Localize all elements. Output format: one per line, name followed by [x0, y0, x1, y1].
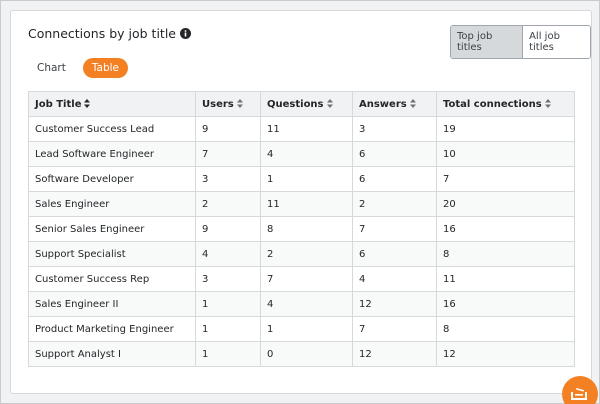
table-cell: 4	[195, 241, 261, 267]
table-cell: 9	[195, 216, 261, 242]
table-cell: Product Marketing Engineer	[28, 316, 196, 342]
table-row: Sales Engineer 2 11 2 20	[28, 191, 575, 217]
sort-icon	[326, 99, 333, 108]
table-row: Senior Sales Engineer 9 8 7 16	[28, 216, 575, 242]
table-cell: 1	[260, 166, 353, 192]
sort-icon	[409, 99, 416, 108]
table-cell: 4	[352, 266, 437, 292]
table-cell: 10	[436, 141, 575, 167]
table-cell: 4	[260, 141, 353, 167]
column-header[interactable]: Answers	[352, 91, 437, 117]
table-cell: Sales Engineer II	[28, 291, 196, 317]
table-cell: 7	[195, 141, 261, 167]
sort-icon	[236, 99, 243, 108]
table-cell: 16	[436, 216, 575, 242]
table-cell: Software Developer	[28, 166, 196, 192]
table-row: Customer Success Rep 3 7 4 11	[28, 266, 575, 292]
toggle-group: Top job titles All job titles	[450, 25, 591, 59]
table-cell: 1	[195, 291, 261, 317]
table-cell: 4	[260, 291, 353, 317]
table-cell: 11	[260, 116, 353, 142]
table-row: Software Developer 3 1 6 7	[28, 166, 575, 192]
table-cell: 3	[352, 116, 437, 142]
column-header[interactable]: Job Title	[28, 91, 196, 117]
table-cell: Support Specialist	[28, 241, 196, 267]
tab[interactable]: Chart	[37, 62, 66, 74]
table-cell: 2	[352, 191, 437, 217]
column-label: Users	[202, 98, 234, 110]
table-cell: 7	[260, 266, 353, 292]
table-cell: 8	[260, 216, 353, 242]
table-row: Customer Success Lead 9 11 3 19	[28, 116, 575, 142]
column-header[interactable]: Total connections	[436, 91, 575, 117]
title-row: Connections by job title	[28, 26, 191, 41]
card: Connections by job title Top job titles …	[10, 10, 592, 394]
table-cell: Senior Sales Engineer	[28, 216, 196, 242]
table-cell: Customer Success Lead	[28, 116, 196, 142]
table-cell: 1	[260, 316, 353, 342]
toggle-button[interactable]: Top job titles	[451, 26, 524, 58]
table-row: Support Analyst I 1 0 12 12	[28, 341, 575, 367]
info-icon[interactable]	[180, 28, 191, 39]
table-cell: 1	[195, 341, 261, 367]
table-cell: 2	[195, 191, 261, 217]
table-row: Support Specialist 4 2 6 8	[28, 241, 575, 267]
table-cell: 20	[436, 191, 575, 217]
table-row: Product Marketing Engineer 1 1 7 8	[28, 316, 575, 342]
column-header[interactable]: Questions	[260, 91, 353, 117]
table-cell: 9	[195, 116, 261, 142]
table-row: Sales Engineer II 1 4 12 16	[28, 291, 575, 317]
column-label: Total connections	[443, 98, 542, 110]
table-head: Job Title Users Questions Answers Total conn…	[28, 91, 575, 117]
title: Connections by job title	[28, 26, 176, 41]
table-cell: Sales Engineer	[28, 191, 196, 217]
column-label: Questions	[267, 98, 324, 110]
table-cell: Support Analyst I	[28, 341, 196, 367]
table-cell: 12	[436, 341, 575, 367]
help-icon[interactable]	[560, 374, 600, 404]
toggle-button[interactable]: All job titles	[523, 26, 590, 58]
table-cell: 6	[352, 241, 437, 267]
table-cell: 7	[352, 216, 437, 242]
table-cell: 11	[436, 266, 575, 292]
table-cell: 0	[260, 341, 353, 367]
column-header[interactable]: Users	[195, 91, 261, 117]
table-cell: Customer Success Rep	[28, 266, 196, 292]
table-cell: 7	[352, 316, 437, 342]
table-cell: 12	[352, 291, 437, 317]
sort-icon	[84, 99, 91, 108]
table-cell: 2	[260, 241, 353, 267]
table-cell: 8	[436, 316, 575, 342]
table-cell: 1	[195, 316, 261, 342]
table-cell: 6	[352, 141, 437, 167]
table-body: Customer Success Lead 9 11 3 19 Lead Software…	[28, 116, 575, 367]
tabs: Chart Table	[28, 58, 129, 78]
table-row: Lead Software Engineer 7 4 6 10	[28, 141, 575, 167]
table-cell: 19	[436, 116, 575, 142]
table-cell: 12	[352, 341, 437, 367]
column-label: Job Title	[35, 98, 82, 110]
sort-icon	[544, 99, 551, 108]
column-label: Answers	[359, 98, 407, 110]
table-cell: 6	[352, 166, 437, 192]
tab[interactable]: Table	[82, 58, 129, 78]
table-cell: 16	[436, 291, 575, 317]
table-cell: 8	[436, 241, 575, 267]
header-row: Job Title Users Questions Answers Total conn…	[28, 91, 575, 117]
table-cell: 11	[260, 191, 353, 217]
table-cell: Lead Software Engineer	[28, 141, 196, 167]
table: Job Title Users Questions Answers Total conn…	[28, 91, 575, 367]
table-cell: 3	[195, 166, 261, 192]
table-cell: 3	[195, 266, 261, 292]
table-cell: 7	[436, 166, 575, 192]
